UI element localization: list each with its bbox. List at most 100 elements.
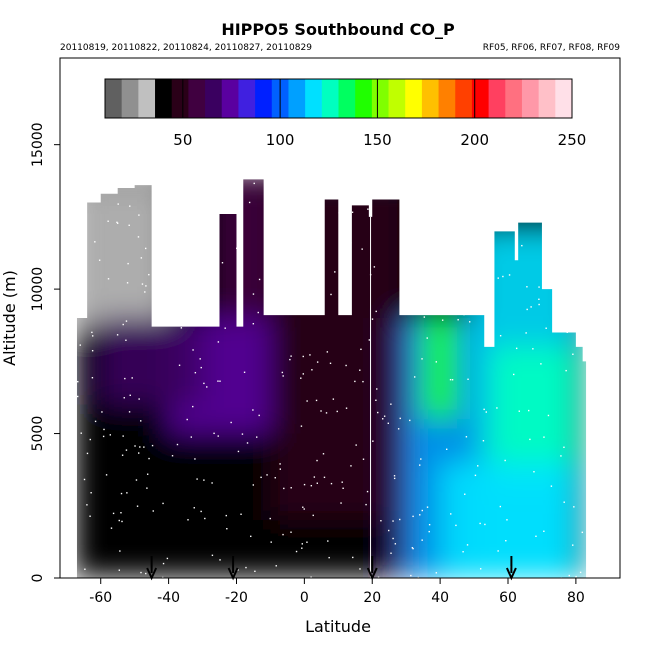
sample-dot <box>199 285 201 288</box>
sample-dot <box>126 492 128 494</box>
sample-dot <box>295 205 298 208</box>
sample-dot <box>138 214 140 216</box>
sample-dot <box>140 257 143 259</box>
sample-dot <box>401 313 403 315</box>
sample-dot <box>232 210 234 213</box>
sample-dot <box>162 562 165 565</box>
colorbar-tick-label: 150 <box>363 131 392 149</box>
sample-dot <box>340 502 342 504</box>
sample-dot <box>128 411 131 413</box>
colorbar-swatch <box>438 79 456 118</box>
sample-dot <box>392 520 394 522</box>
sample-dot <box>138 398 140 400</box>
sample-dot <box>563 501 565 503</box>
sample-dot <box>354 380 356 383</box>
sample-dot <box>211 554 214 557</box>
sample-dot <box>319 312 322 315</box>
sample-dot <box>426 279 428 282</box>
sample-dot <box>446 292 448 294</box>
sample-dot <box>119 550 121 552</box>
sample-dot <box>320 246 322 248</box>
sample-dot <box>306 279 309 281</box>
sample-dot <box>300 425 303 427</box>
sample-dot <box>94 241 96 243</box>
sample-dot <box>469 280 472 282</box>
sample-dot <box>538 286 540 288</box>
sample-dot <box>574 180 576 182</box>
sample-dot <box>272 258 274 260</box>
heat-region <box>100 318 203 405</box>
heat-region <box>423 318 458 420</box>
sample-dot <box>354 178 355 179</box>
sample-dot <box>260 476 262 479</box>
sample-dot <box>198 220 200 222</box>
sample-dot <box>303 483 306 486</box>
sample-dot <box>86 452 89 455</box>
x-tick-label: 60 <box>499 590 517 606</box>
sample-dot <box>575 575 577 578</box>
sample-dot <box>102 435 105 438</box>
sample-dot <box>290 531 292 533</box>
sample-dot <box>325 412 328 414</box>
sample-dot <box>118 519 120 522</box>
arrow-head <box>146 567 158 581</box>
sample-dot <box>129 394 131 397</box>
sample-dot <box>440 225 442 227</box>
sample-dot <box>120 512 122 514</box>
colorbar-swatch <box>555 79 573 118</box>
sample-dot <box>310 484 313 487</box>
sample-dot <box>252 484 255 486</box>
sample-dot <box>417 576 420 579</box>
sample-dot <box>316 482 319 484</box>
sample-dot <box>390 552 392 554</box>
sample-dot <box>345 196 348 198</box>
sample-dot <box>256 436 258 438</box>
sample-dot <box>319 284 321 287</box>
sample-dot <box>140 571 142 574</box>
sample-dot <box>212 191 215 193</box>
sample-dot <box>460 204 463 206</box>
sample-dot <box>163 179 166 181</box>
sample-dot <box>477 208 480 210</box>
x-axis-label: Latitude <box>305 617 371 636</box>
y-tick-label: 0 <box>30 574 46 583</box>
sample-dot <box>466 544 469 546</box>
sample-dot <box>125 339 127 341</box>
sample-dot <box>401 186 403 189</box>
sample-dot <box>506 519 508 521</box>
sample-dot <box>86 504 88 506</box>
sample-dot <box>206 386 208 388</box>
sample-dot <box>421 509 423 512</box>
colorbar-swatch <box>488 79 506 118</box>
sample-dot <box>245 566 247 569</box>
sample-dot <box>426 506 429 508</box>
sample-dot <box>254 570 256 573</box>
sample-dot <box>279 463 281 465</box>
sample-dot <box>85 260 87 262</box>
sample-dot <box>563 446 565 448</box>
sample-dot <box>166 557 169 560</box>
sample-dot <box>78 182 81 184</box>
sample-dot <box>320 410 322 412</box>
heat-region <box>270 188 407 521</box>
sample-dot <box>533 471 535 473</box>
colorbar-swatch <box>155 79 173 118</box>
sample-dot <box>295 213 298 215</box>
sample-dot <box>341 481 343 483</box>
sample-dot <box>421 202 423 204</box>
sample-dot <box>118 569 121 571</box>
sample-dot <box>485 411 487 413</box>
sample-dot <box>320 181 322 184</box>
sample-dot <box>581 531 584 534</box>
sample-dot <box>566 331 568 334</box>
sample-dot <box>193 242 196 244</box>
sample-dot <box>513 186 516 188</box>
sample-dot <box>200 510 202 513</box>
sample-dot <box>109 434 111 436</box>
sample-dot <box>479 522 481 525</box>
sample-dot <box>283 487 285 490</box>
sample-dot <box>196 210 199 213</box>
sample-dot <box>121 520 123 523</box>
sample-dot <box>303 508 305 510</box>
sample-dot <box>215 189 217 191</box>
